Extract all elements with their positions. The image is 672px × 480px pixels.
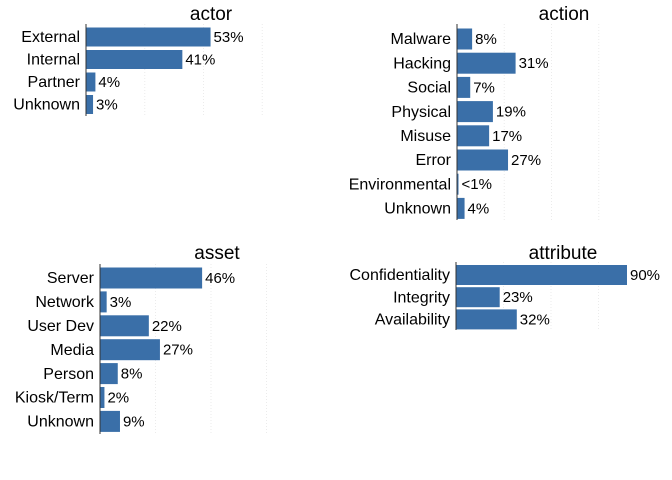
bar-hacking <box>457 52 516 74</box>
panel-action: action Malware 8% Hacking 31% Social 7% Physica… <box>349 4 600 220</box>
value-label: 27% <box>163 342 193 359</box>
panel-attribute: attribute Confidentiality 90% Integrity 23% A… <box>350 243 660 330</box>
value-label: 8% <box>475 31 497 48</box>
bar-environmental <box>457 173 459 195</box>
bar-error <box>457 149 509 171</box>
value-label: 3% <box>96 96 118 113</box>
value-label: 4% <box>98 74 120 91</box>
category-label: User Dev <box>27 318 94 335</box>
value-label: 46% <box>205 270 235 287</box>
value-label: 17% <box>492 128 522 145</box>
category-label: Unknown <box>13 97 80 114</box>
category-label: Physical <box>391 104 451 121</box>
bar-user-dev <box>100 315 149 337</box>
value-label: 90% <box>630 267 660 284</box>
category-label: Hacking <box>393 55 451 72</box>
value-label: 3% <box>110 294 132 311</box>
category-label: Confidentiality <box>350 267 451 284</box>
category-label: Malware <box>391 31 452 48</box>
panel-title: asset <box>194 243 240 264</box>
category-label: Unknown <box>384 201 451 218</box>
bar-media <box>100 339 160 361</box>
bar-kiosk-term <box>100 387 105 408</box>
panel-title: actor <box>190 4 233 25</box>
category-label: Internal <box>27 52 80 69</box>
category-label: Unknown <box>27 414 94 431</box>
bar-network <box>100 291 107 313</box>
bar-unknown <box>457 197 465 219</box>
value-label: 9% <box>123 413 145 430</box>
value-label: 8% <box>121 366 143 383</box>
bar-confidentiality <box>456 265 627 285</box>
value-label: 53% <box>214 29 244 46</box>
category-label: Partner <box>28 74 81 91</box>
value-label: 41% <box>185 51 215 68</box>
panel-title: action <box>539 4 590 25</box>
bar-unknown <box>100 410 120 432</box>
category-label: Misuse <box>400 128 451 145</box>
bar-person <box>100 363 118 385</box>
bar-misuse <box>457 125 490 147</box>
value-label: 27% <box>511 152 541 169</box>
category-label: Network <box>35 294 95 311</box>
value-label: 7% <box>473 79 495 96</box>
value-label: 32% <box>520 311 550 328</box>
category-label: Error <box>415 152 451 169</box>
bar-server <box>100 267 203 289</box>
category-label: External <box>21 29 80 46</box>
category-label: Social <box>407 80 451 97</box>
value-label: 19% <box>496 104 526 121</box>
value-label: 2% <box>107 389 129 406</box>
category-label: Integrity <box>393 289 450 306</box>
category-label: Server <box>47 270 95 287</box>
category-label: Person <box>43 366 94 383</box>
bar-availability <box>456 309 517 330</box>
category-label: Media <box>50 342 94 359</box>
panel-actor: actor External 53% Internal 41% Partner 4% Unkn… <box>13 4 263 116</box>
value-label: 22% <box>152 318 182 335</box>
value-label: 31% <box>519 55 549 72</box>
panel-asset: asset Server 46% Network 3% User Dev 22% Media 2… <box>15 243 267 434</box>
value-label: 23% <box>503 289 533 306</box>
category-label: Availability <box>375 312 450 329</box>
bar-internal <box>86 50 183 69</box>
value-label: <1% <box>462 176 492 193</box>
bar-social <box>457 76 471 98</box>
category-label: Kiosk/Term <box>15 390 94 407</box>
bar-external <box>86 27 211 47</box>
bar-unknown <box>86 95 94 114</box>
panel-title: attribute <box>529 243 598 264</box>
bar-malware <box>457 28 473 50</box>
value-label: 4% <box>468 200 490 217</box>
bar-physical <box>457 101 493 123</box>
bar-partner <box>86 72 96 92</box>
bar-integrity <box>456 287 500 308</box>
category-label: Environmental <box>349 176 451 193</box>
